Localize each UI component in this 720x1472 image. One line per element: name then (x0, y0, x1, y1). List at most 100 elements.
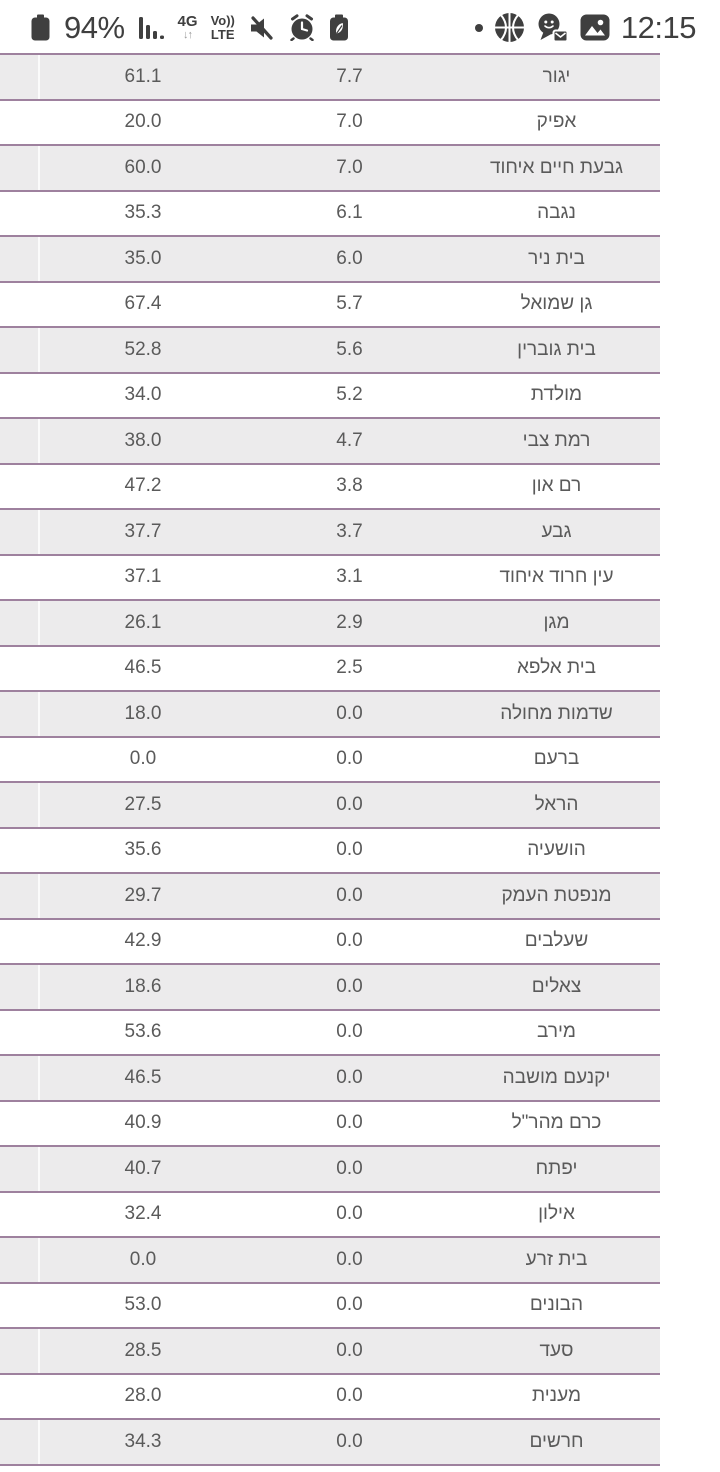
table-row[interactable]: הבונים 0.0 53.0 (0, 1283, 660, 1329)
cell-name: גבעת חיים איחוד (489, 156, 624, 178)
cell-left-value: 29.7 (124, 884, 162, 906)
cell-name: כרם מהר"ל (511, 1112, 602, 1134)
cell-name: שעלבים (524, 930, 589, 952)
cell-spacer (0, 373, 40, 417)
cell-middle-value: 0.0 (336, 839, 363, 861)
cell-left-value: 53.0 (124, 1294, 162, 1316)
table-row[interactable]: יקנעם מושבה 0.0 46.5 (0, 1056, 660, 1102)
cell-name: הבונים (529, 1294, 584, 1316)
cell-middle-value: 3.8 (336, 475, 363, 497)
cell-middle-value: 4.7 (336, 429, 363, 451)
table-row[interactable]: נגבה 6.1 35.3 (0, 191, 660, 237)
cell-left-value: 46.5 (124, 1066, 162, 1088)
cell-spacer (0, 646, 40, 690)
signal-strength-icon (138, 16, 164, 39)
table-row[interactable]: בית אלפא 2.5 46.5 (0, 646, 660, 692)
cell-name: סעד (539, 1339, 574, 1361)
cell-spacer (0, 1192, 40, 1236)
cell-name: שדמות מחולה (500, 702, 613, 724)
cell-name: גבע (541, 520, 572, 542)
mute-icon (250, 15, 273, 40)
cell-name: אילון (538, 1203, 575, 1225)
table-row[interactable]: יגור 7.7 61.1 (0, 55, 660, 101)
cell-left-value: 60.0 (124, 156, 162, 178)
table-row[interactable]: כרם מהר"ל 0.0 40.9 (0, 1101, 660, 1147)
cell-spacer (0, 1420, 40, 1464)
table-row[interactable]: חרשים 0.0 34.3 (0, 1420, 660, 1466)
cell-middle-value: 5.2 (336, 384, 363, 406)
table-row[interactable]: שדמות מחולה 0.0 18.0 (0, 692, 660, 738)
cell-spacer (0, 1147, 40, 1191)
table-row[interactable]: מנפטת העמק 0.0 29.7 (0, 874, 660, 920)
cell-spacer (0, 419, 40, 463)
cell-middle-value: 0.0 (336, 1430, 363, 1452)
table-row[interactable]: עין חרוד איחוד 3.1 37.1 (0, 555, 660, 601)
table-row[interactable]: יפתח 0.0 40.7 (0, 1147, 660, 1193)
cell-middle-value: 3.1 (336, 566, 363, 588)
table-row[interactable]: מגן 2.9 26.1 (0, 601, 660, 647)
cell-left-value: 37.7 (124, 520, 162, 542)
cell-middle-value: 7.7 (336, 65, 363, 87)
cell-middle-value: 0.0 (336, 702, 363, 724)
table-row[interactable]: בית גוברין 5.6 52.8 (0, 328, 660, 374)
cell-name: יגור (542, 65, 571, 87)
network-type-label: 4G (177, 13, 198, 30)
cell-name: מירב (537, 1021, 576, 1043)
table-row[interactable]: הראל 0.0 27.5 (0, 783, 660, 829)
cell-left-value: 20.0 (124, 111, 162, 133)
cell-spacer (0, 1374, 40, 1418)
cell-spacer (0, 737, 40, 781)
cell-name: הראל (534, 793, 579, 815)
cell-name: יפתח (535, 1157, 578, 1179)
volte-top-label: Vo)) (210, 13, 235, 28)
table-row[interactable]: ברעם 0.0 0.0 (0, 737, 660, 783)
battery-saver-icon (329, 14, 348, 41)
cell-left-value: 0.0 (129, 1248, 157, 1270)
table-row[interactable]: הושעיה 0.0 35.6 (0, 828, 660, 874)
mobile-data-4g-icon: 4G ↓↑ (178, 14, 198, 41)
cell-middle-value: 0.0 (336, 884, 363, 906)
cell-spacer (0, 783, 40, 827)
cell-left-value: 34.0 (124, 384, 162, 406)
table-row[interactable]: אילון 0.0 32.4 (0, 1192, 660, 1238)
table-row[interactable]: רם און 3.8 47.2 (0, 464, 660, 510)
table-row[interactable]: מולדת 5.2 34.0 (0, 373, 660, 419)
cell-spacer (0, 1056, 40, 1100)
cell-name: ברעם (533, 748, 580, 770)
table-row[interactable]: שעלבים 0.0 42.9 (0, 919, 660, 965)
cell-name: גן שמואל (520, 293, 593, 315)
messages-app-icon (538, 13, 569, 42)
cell-name: יקנעם מושבה (502, 1066, 611, 1088)
table-row[interactable]: מירב 0.0 53.6 (0, 1010, 660, 1056)
cell-middle-value: 0.0 (336, 1339, 363, 1361)
table-row[interactable]: מענית 0.0 28.0 (0, 1374, 660, 1420)
cell-spacer (0, 1010, 40, 1054)
table-row[interactable]: גבעת חיים איחוד 7.0 60.0 (0, 146, 660, 192)
cell-spacer (0, 965, 40, 1009)
cell-middle-value: 0.0 (336, 748, 363, 770)
table-row[interactable]: סעד 0.0 28.5 (0, 1329, 660, 1375)
table-row[interactable]: בית ניר 6.0 35.0 (0, 237, 660, 283)
cell-middle-value: 6.0 (336, 247, 363, 269)
table-row[interactable]: בית זרע 0.0 0.0 (0, 1238, 660, 1284)
cell-middle-value: 3.7 (336, 520, 363, 542)
volte-bottom-label: LTE (210, 27, 235, 42)
cell-middle-value: 0.0 (336, 1248, 363, 1270)
table-row[interactable]: גבע 3.7 37.7 (0, 510, 660, 556)
cell-spacer (0, 1101, 40, 1145)
table-row[interactable]: אפיק 7.0 20.0 (0, 100, 660, 146)
status-bar-left: 94% 4G ↓↑ Vo)) LTE (30, 10, 349, 46)
cell-middle-value: 5.6 (336, 338, 363, 360)
cell-left-value: 28.5 (124, 1339, 162, 1361)
cell-middle-value: 0.0 (336, 1066, 363, 1088)
cell-left-value: 32.4 (124, 1203, 162, 1225)
table-row[interactable]: רמת צבי 4.7 38.0 (0, 419, 660, 465)
table-row[interactable]: צאלים 0.0 18.6 (0, 965, 660, 1011)
cell-middle-value: 2.9 (336, 611, 363, 633)
status-bar: 94% 4G ↓↑ Vo)) LTE (0, 0, 720, 53)
table-row[interactable]: גן שמואל 5.7 67.4 (0, 282, 660, 328)
cell-left-value: 35.6 (124, 839, 162, 861)
cell-name: צאלים (531, 975, 582, 997)
cell-left-value: 26.1 (124, 611, 162, 633)
basketball-app-icon (494, 13, 524, 42)
